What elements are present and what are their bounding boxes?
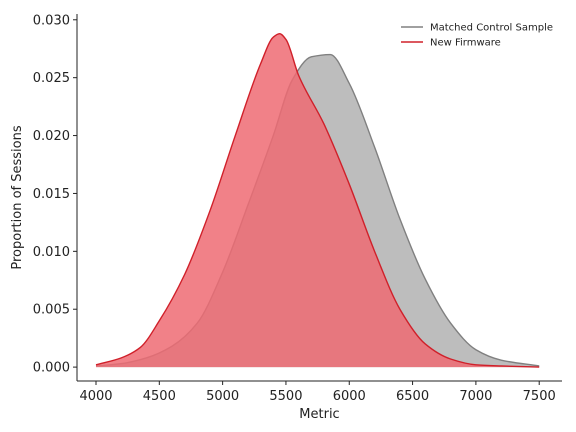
- legend-item-2: New Firmware: [401, 38, 501, 49]
- series-layer: [95, 32, 540, 368]
- y-tick-label: 0.015: [33, 187, 70, 202]
- axes-layer: 4000 4500 5000 5500 6000 6500 7000 7500 0.000 0.0…: [10, 13, 562, 422]
- legend-label: Matched Control Sample: [430, 23, 553, 34]
- series-2-area: [95, 33, 540, 368]
- x-tick-label: 5500: [269, 389, 302, 404]
- y-tick-label: 0.000: [33, 361, 70, 376]
- x-tick-label: 4000: [79, 389, 112, 404]
- legend: Matched Control Sample New Firmware: [401, 23, 553, 49]
- x-tick-label: 5000: [206, 389, 239, 404]
- y-tick-label: 0.010: [33, 245, 70, 260]
- legend-label: New Firmware: [430, 38, 501, 49]
- x-tick-label: 4500: [143, 389, 176, 404]
- x-tick-label: 7000: [459, 389, 492, 404]
- series-2: [95, 32, 540, 368]
- legend-item-1: Matched Control Sample: [401, 23, 553, 34]
- x-tick-label: 6500: [396, 389, 429, 404]
- y-tick-label: 0.030: [33, 13, 70, 28]
- x-axis-label: Metric: [299, 407, 339, 422]
- x-tick-label: 7500: [523, 389, 556, 404]
- x-tick-label: 6000: [333, 389, 366, 404]
- y-tick-label: 0.020: [33, 129, 70, 144]
- y-axis-label: Proportion of Sessions: [10, 125, 25, 269]
- y-tick-label: 0.025: [33, 71, 70, 86]
- y-tick-label: 0.005: [33, 303, 70, 318]
- series-2-line: [95, 32, 540, 368]
